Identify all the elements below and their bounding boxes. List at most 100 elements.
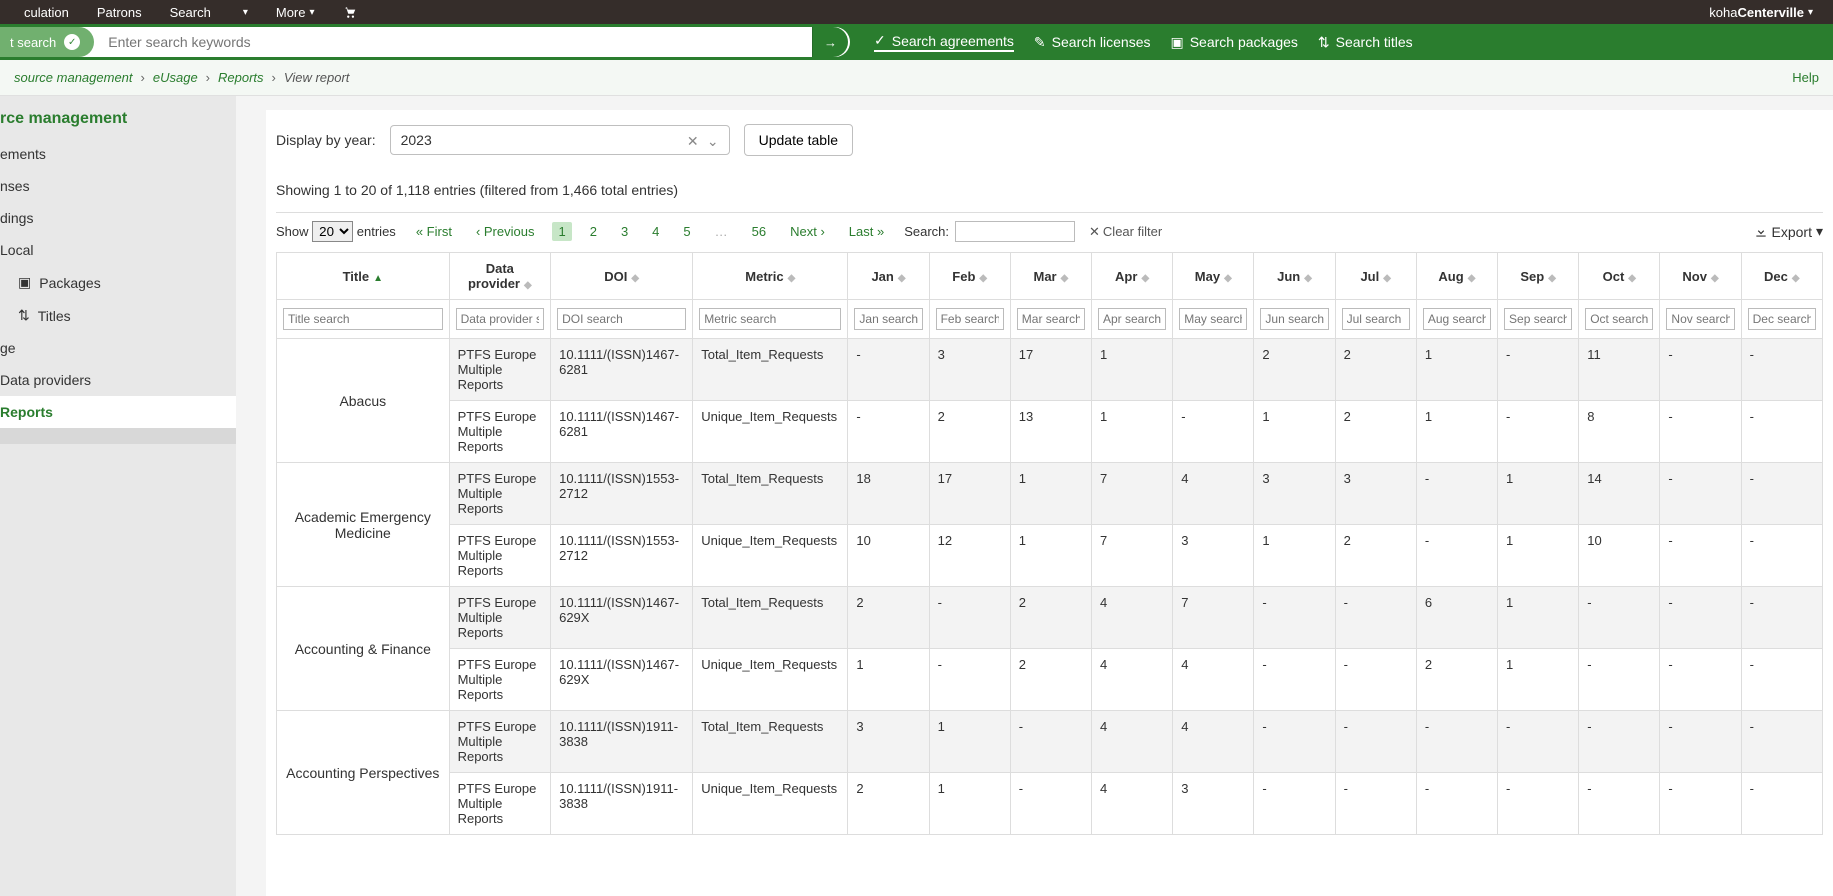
year-select[interactable]: 2023 ✕ ⌄ bbox=[390, 125, 730, 155]
col-header-dec[interactable]: Dec◆ bbox=[1741, 253, 1822, 300]
data-cell: 1 bbox=[1254, 525, 1335, 587]
nav-dropdown[interactable] bbox=[225, 0, 262, 24]
breadcrumb-item[interactable]: eUsage bbox=[153, 70, 198, 85]
data-cell: - bbox=[1254, 773, 1335, 835]
filter-input-aug[interactable] bbox=[1423, 308, 1491, 330]
pager-prev[interactable]: ‹ Previous bbox=[470, 222, 541, 241]
data-cell: 3 bbox=[848, 711, 929, 773]
pager-page-2[interactable]: 2 bbox=[584, 222, 603, 241]
pager-page-3[interactable]: 3 bbox=[615, 222, 634, 241]
col-header-metric[interactable]: Metric◆ bbox=[693, 253, 848, 300]
col-header-jan[interactable]: Jan◆ bbox=[848, 253, 929, 300]
filter-input-sep[interactable] bbox=[1504, 308, 1572, 330]
col-header-title[interactable]: Title▲ bbox=[277, 253, 450, 300]
col-header-feb[interactable]: Feb◆ bbox=[929, 253, 1010, 300]
year-clear-icon[interactable]: ✕ bbox=[687, 133, 699, 150]
filter-input-jan[interactable] bbox=[854, 308, 922, 330]
sidebar-item-nses[interactable]: nses bbox=[0, 170, 236, 202]
data-cell: - bbox=[1416, 773, 1497, 835]
filter-input-jun[interactable] bbox=[1260, 308, 1328, 330]
data-cell: 4 bbox=[1092, 587, 1173, 649]
search-mode-label[interactable]: t search ✓ bbox=[0, 27, 94, 57]
sort-icon: ◆ bbox=[898, 273, 906, 284]
sidebar-item-ge[interactable]: ge bbox=[0, 332, 236, 364]
data-cell: - bbox=[1741, 339, 1822, 401]
sidebar-item-blank[interactable] bbox=[0, 428, 236, 444]
update-table-button[interactable]: Update table bbox=[744, 124, 853, 156]
entries-select[interactable]: 20 bbox=[312, 221, 353, 242]
search-submit-button[interactable]: → bbox=[812, 27, 848, 57]
filter-input-metric[interactable] bbox=[699, 308, 841, 330]
filter-input-title[interactable] bbox=[283, 308, 443, 330]
filter-input-apr[interactable] bbox=[1098, 308, 1166, 330]
filter-cell bbox=[1741, 300, 1822, 339]
data-cell: 2 bbox=[1416, 649, 1497, 711]
breadcrumb-item[interactable]: Reports bbox=[218, 70, 264, 85]
col-header-jun[interactable]: Jun◆ bbox=[1254, 253, 1335, 300]
table-controls-left: Show 20 entries « First‹ Previous12345…5… bbox=[276, 221, 1162, 242]
sort-icon: ◆ bbox=[1792, 273, 1800, 284]
data-cell: 1 bbox=[848, 649, 929, 711]
sidebar-item-data-providers[interactable]: Data providers bbox=[0, 364, 236, 396]
cart-icon[interactable] bbox=[329, 0, 371, 24]
help-link[interactable]: Help bbox=[1792, 70, 1819, 85]
search-input[interactable] bbox=[94, 27, 812, 57]
table-search-input[interactable] bbox=[955, 221, 1075, 242]
pager-page-1[interactable]: 1 bbox=[552, 222, 571, 241]
sidebar-item-ements[interactable]: ements bbox=[0, 138, 236, 170]
breadcrumb-item[interactable]: source management bbox=[14, 70, 133, 85]
col-header-may[interactable]: May◆ bbox=[1173, 253, 1254, 300]
filter-input-nov[interactable] bbox=[1666, 308, 1734, 330]
sidebar-item-packages[interactable]: ▣Packages bbox=[0, 266, 236, 299]
filter-input-jul[interactable] bbox=[1342, 308, 1410, 330]
filter-input-data provider[interactable] bbox=[456, 308, 545, 330]
col-header-jul[interactable]: Jul◆ bbox=[1335, 253, 1416, 300]
col-header-doi[interactable]: DOI◆ bbox=[551, 253, 693, 300]
sort-icon: ◆ bbox=[1224, 273, 1232, 284]
nav-more[interactable]: More bbox=[262, 0, 329, 24]
nav-patrons[interactable]: Patrons bbox=[83, 0, 156, 24]
pager-last[interactable]: Last » bbox=[843, 222, 890, 241]
nav-circulation[interactable]: culation bbox=[10, 0, 83, 24]
pager-first[interactable]: « First bbox=[410, 222, 458, 241]
col-header-mar[interactable]: Mar◆ bbox=[1010, 253, 1091, 300]
sidebar-item-dings[interactable]: dings bbox=[0, 202, 236, 234]
filter-cell bbox=[1010, 300, 1091, 339]
col-header-data-provider[interactable]: Data provider◆ bbox=[449, 253, 551, 300]
data-cell: 1 bbox=[1498, 525, 1579, 587]
nav-search[interactable]: Search bbox=[156, 0, 225, 24]
data-cell: 13 bbox=[1010, 401, 1091, 463]
filter-input-dec[interactable] bbox=[1748, 308, 1816, 330]
data-cell: - bbox=[1335, 649, 1416, 711]
search-tab-search-agreements[interactable]: ✓Search agreements bbox=[874, 32, 1014, 52]
col-header-aug[interactable]: Aug◆ bbox=[1416, 253, 1497, 300]
filter-input-doi[interactable] bbox=[557, 308, 686, 330]
entries-info: Showing 1 to 20 of 1,118 entries (filter… bbox=[276, 174, 1823, 213]
user-menu[interactable]: koha Centerville bbox=[1709, 5, 1823, 20]
col-header-sep[interactable]: Sep◆ bbox=[1498, 253, 1579, 300]
search-tab-search-titles[interactable]: ⇅Search titles bbox=[1318, 32, 1413, 52]
pager-page-56[interactable]: 56 bbox=[746, 222, 772, 241]
filter-input-may[interactable] bbox=[1179, 308, 1247, 330]
pager-next[interactable]: Next › bbox=[784, 222, 831, 241]
chevron-down-icon[interactable]: ⌄ bbox=[707, 133, 719, 150]
search-tab-search-licenses[interactable]: ✎Search licenses bbox=[1034, 32, 1151, 52]
col-header-apr[interactable]: Apr◆ bbox=[1092, 253, 1173, 300]
col-header-oct[interactable]: Oct◆ bbox=[1579, 253, 1660, 300]
filter-input-feb[interactable] bbox=[936, 308, 1004, 330]
pager-page-5[interactable]: 5 bbox=[677, 222, 696, 241]
export-button[interactable]: Export ▾ bbox=[1754, 223, 1824, 240]
close-icon: ✕ bbox=[1089, 224, 1100, 240]
data-cell: PTFS Europe Multiple Reports bbox=[449, 463, 551, 525]
sidebar-item-titles[interactable]: ⇅Titles bbox=[0, 299, 236, 332]
clear-filter-button[interactable]: ✕ Clear filter bbox=[1089, 224, 1162, 240]
filter-input-oct[interactable] bbox=[1585, 308, 1653, 330]
sidebar-item-reports[interactable]: Reports bbox=[0, 396, 236, 428]
filter-input-mar[interactable] bbox=[1017, 308, 1085, 330]
data-cell: 10 bbox=[1579, 525, 1660, 587]
pager-page-4[interactable]: 4 bbox=[646, 222, 665, 241]
sidebar-item-label: ements bbox=[0, 146, 46, 162]
sidebar-item-local[interactable]: Local bbox=[0, 234, 236, 266]
col-header-nov[interactable]: Nov◆ bbox=[1660, 253, 1741, 300]
search-tab-search-packages[interactable]: ▣Search packages bbox=[1170, 32, 1297, 52]
